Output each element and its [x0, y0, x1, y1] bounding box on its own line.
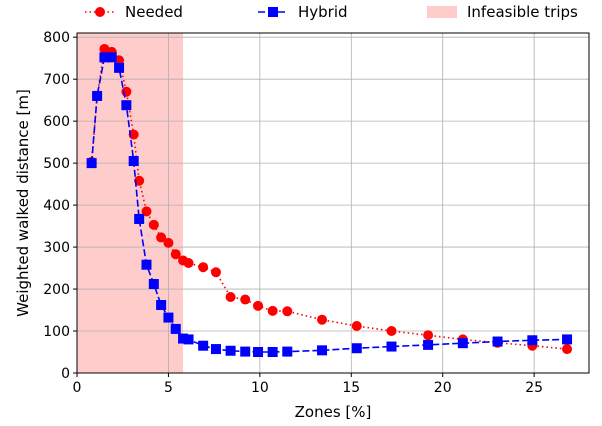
data-point [170, 323, 181, 334]
y-tick-label: 0 [61, 366, 70, 382]
data-point [141, 206, 152, 217]
data-point [492, 336, 503, 347]
y-tick-label: 700 [43, 72, 70, 88]
data-point [386, 341, 397, 352]
data-point [121, 100, 132, 111]
y-tick-label: 200 [43, 282, 70, 298]
data-point [267, 347, 278, 358]
series-hybrid [86, 52, 573, 358]
x-tick-label: 25 [525, 380, 543, 396]
data-point [156, 300, 167, 310]
x-tick-label: 0 [73, 380, 82, 396]
data-point [562, 334, 573, 345]
data-point [170, 249, 181, 260]
data-point [423, 339, 434, 350]
y-axis-label: Weighted walked distance [m] [14, 89, 32, 317]
legend-entry-needed: Needed [85, 3, 183, 21]
data-point [282, 346, 293, 357]
data-point [210, 267, 221, 278]
data-point [423, 330, 434, 341]
x-tick-label: 20 [434, 380, 452, 396]
series-line-hybrid [90, 56, 568, 353]
data-point [148, 279, 159, 290]
x-axis-label: Zones [%] [295, 403, 372, 421]
data-point [121, 86, 132, 97]
y-tick-label: 800 [43, 30, 70, 46]
legend-label: Infeasible trips [467, 3, 578, 21]
data-point [106, 52, 117, 63]
data-point [134, 213, 145, 224]
data-point [141, 259, 152, 270]
data-point [240, 346, 251, 357]
y-tick-label: 600 [43, 114, 70, 130]
x-tick-label: 10 [251, 380, 269, 396]
data-point [562, 344, 573, 355]
data-point [99, 52, 110, 63]
series-layer [86, 43, 573, 358]
data-point [128, 156, 139, 167]
data-point [351, 320, 362, 331]
x-tick-label: 15 [342, 380, 360, 396]
data-point [527, 335, 538, 346]
plot-frame [76, 32, 590, 374]
data-point [386, 326, 397, 337]
y-tick-label: 400 [43, 198, 70, 214]
data-point [134, 175, 145, 186]
data-point [92, 90, 103, 101]
data-point [163, 312, 174, 323]
legend-marker [95, 7, 105, 17]
legend-entry-infeasible-trips: Infeasible trips [427, 3, 578, 21]
data-point [225, 345, 236, 356]
data-point [351, 343, 362, 354]
y-tick-label: 500 [43, 156, 70, 172]
legend-marker [268, 7, 278, 17]
data-point [183, 334, 194, 345]
x-tick-label: 5 [164, 380, 173, 396]
data-point [225, 292, 236, 303]
data-point [163, 237, 174, 248]
data-point [198, 340, 209, 351]
legend-label: Hybrid [298, 3, 348, 21]
data-point [114, 62, 125, 73]
data-point [86, 158, 97, 169]
data-point [267, 305, 278, 316]
data-point [317, 345, 328, 356]
data-point [253, 300, 264, 311]
legend-label: Needed [125, 3, 183, 21]
tick-layer: 0 5 10 15 20 25 0 100 200 300 400 500 600 700 800 [43, 30, 543, 396]
legend-entry-hybrid: Hybrid [258, 3, 348, 21]
data-point [457, 338, 468, 349]
data-point [178, 333, 189, 344]
data-point [317, 314, 328, 325]
y-tick-label: 300 [43, 240, 70, 256]
y-tick-label: 100 [43, 324, 70, 340]
data-point [253, 347, 264, 358]
data-point [282, 306, 293, 317]
data-point [240, 294, 251, 305]
legend: Needed Hybrid Infeasible trips [85, 3, 578, 21]
data-point [183, 258, 194, 269]
data-point [198, 262, 209, 273]
legend-patch [427, 6, 457, 18]
data-point [156, 232, 167, 243]
data-point [210, 344, 221, 355]
data-point [128, 129, 139, 140]
data-point [148, 219, 159, 230]
